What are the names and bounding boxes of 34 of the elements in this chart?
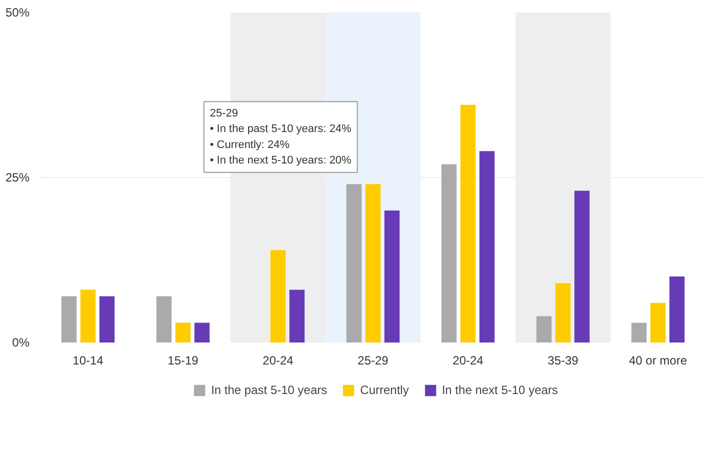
bar [536, 316, 552, 342]
bar [441, 164, 457, 342]
x-tick-label: 10-14 [72, 354, 104, 368]
bar [289, 290, 305, 342]
bar [175, 322, 191, 342]
legend-label: In the past 5-10 years [211, 383, 328, 397]
legend-label: In the next 5-10 years [442, 383, 558, 397]
bar [669, 276, 685, 342]
bar [460, 104, 476, 342]
bar [631, 322, 647, 342]
x-tick-label: 20-24 [262, 354, 294, 368]
x-tick-label: 20-24 [452, 354, 484, 368]
annotation: 25-29 • In the past 5-10 years: 24% • Currently: 24% • In the next 5-10 years: 20% [210, 108, 352, 166]
bar [650, 302, 666, 342]
bar [80, 290, 96, 342]
bar [365, 184, 381, 342]
x-tick-label: 40 or more [628, 354, 688, 368]
x-tick-label: 35-39 [548, 354, 579, 368]
bar [555, 283, 571, 342]
bar [270, 250, 286, 342]
bar [479, 151, 495, 342]
legend-label: Currently [360, 383, 409, 397]
y-tick-label: 25% [5, 170, 30, 184]
x-tick-label: 25-29 [358, 354, 389, 368]
y-tick-label: 50% [5, 6, 30, 20]
bar [194, 322, 210, 342]
bar [99, 296, 115, 342]
bar [61, 296, 77, 342]
bar [574, 190, 590, 342]
bar [384, 210, 400, 342]
bar [156, 296, 172, 342]
y-tick-label: 0% [12, 336, 30, 350]
bar [346, 184, 362, 342]
x-tick-label: 15-19 [168, 354, 199, 368]
